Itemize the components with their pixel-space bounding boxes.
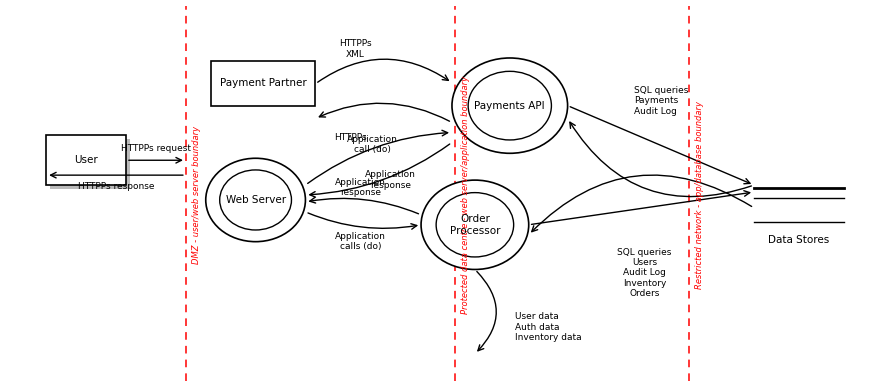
Bar [50, 139, 130, 189]
Text: Payments API: Payments API [474, 101, 545, 111]
Text: SQL queries
Payments
Audit Log: SQL queries Payments Audit Log [634, 86, 689, 115]
Ellipse shape [421, 180, 529, 269]
Text: Restricted network - app/database boundary: Restricted network - app/database bounda… [695, 101, 705, 289]
Text: User data
Auth data
Inventory data: User data Auth data Inventory data [515, 312, 581, 342]
Ellipse shape [468, 71, 551, 140]
Ellipse shape [436, 193, 514, 257]
Text: HTTPPs
XML: HTTPPs XML [339, 39, 372, 59]
Text: SQL queries
Users
Audit Log
Inventory
Orders: SQL queries Users Audit Log Inventory Or… [617, 248, 672, 298]
Text: HTTPPs response: HTTPPs response [78, 182, 155, 191]
Ellipse shape [452, 58, 568, 153]
Text: Web Server: Web Server [225, 195, 285, 205]
Text: Order
Processor: Order Processor [449, 214, 500, 236]
Text: User: User [74, 155, 98, 165]
Bar [211, 61, 315, 106]
Text: HTTPPs request: HTTPPs request [121, 144, 191, 153]
Text: Payment Partner: Payment Partner [220, 78, 306, 88]
Text: Application
response: Application response [365, 170, 416, 190]
Text: Data Stores: Data Stores [768, 235, 829, 245]
Ellipse shape [206, 158, 306, 242]
Text: Application
response: Application response [335, 177, 386, 197]
Text: Application
call (do): Application call (do) [347, 135, 397, 154]
Ellipse shape [220, 170, 291, 230]
Text: DMZ - user/web server boundary: DMZ - user/web server boundary [192, 126, 200, 264]
Bar [46, 135, 126, 185]
Text: Application
calls (do): Application calls (do) [335, 232, 386, 251]
Text: HTTPPs: HTTPPs [334, 133, 366, 142]
Text: Protected data centre - web server/application boundary: Protected data centre - web server/appli… [461, 76, 470, 314]
